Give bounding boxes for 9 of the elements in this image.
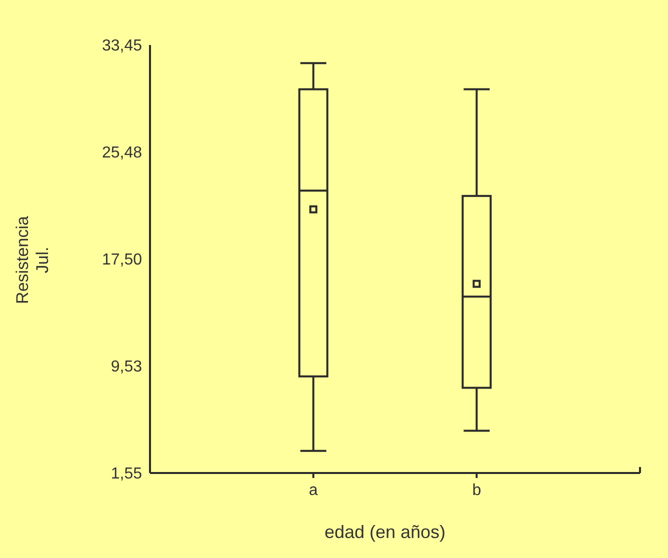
x-tick-label: a xyxy=(308,482,318,499)
y-axis-title: Resistencia Jul. xyxy=(13,216,52,304)
y-tick-label: 1,55 xyxy=(110,466,142,483)
x-tick-label: b xyxy=(472,482,482,499)
x-axis-title: edad (en años) xyxy=(324,522,446,542)
y-tick-label: 25,48 xyxy=(102,144,142,162)
y-tick-label: 17,50 xyxy=(102,252,142,269)
y-tick-label: 9,53 xyxy=(110,358,142,376)
y-tick-label: 33,45 xyxy=(102,38,142,55)
